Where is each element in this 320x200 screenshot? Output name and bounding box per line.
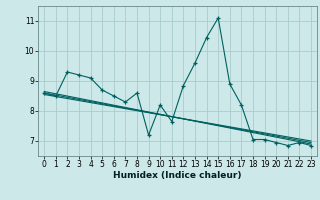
- X-axis label: Humidex (Indice chaleur): Humidex (Indice chaleur): [113, 171, 242, 180]
